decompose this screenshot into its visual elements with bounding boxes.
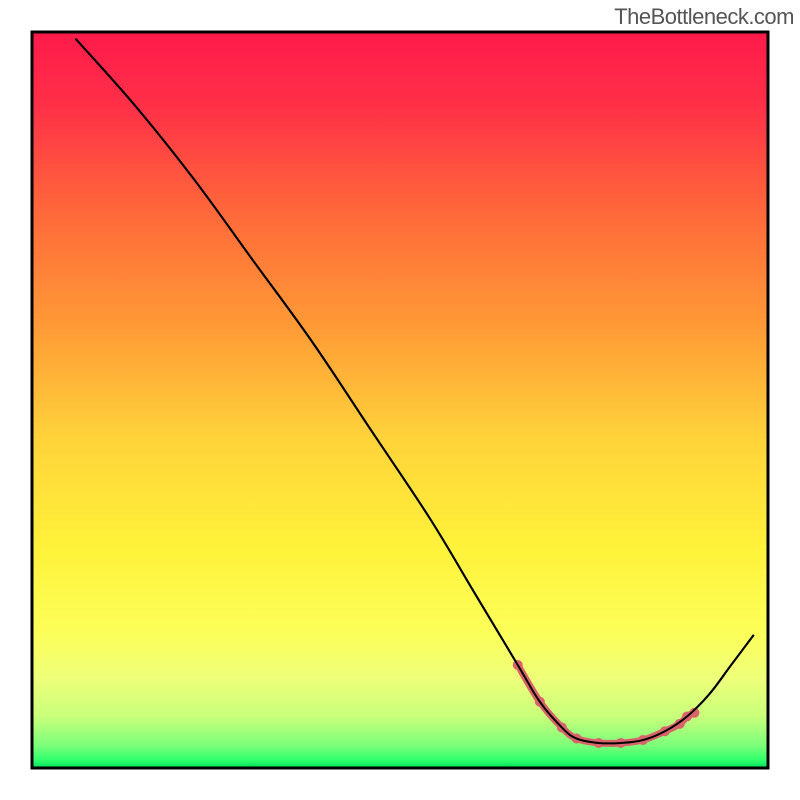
chart-root: TheBottleneck.com (0, 0, 800, 800)
bottleneck-curve-chart (0, 0, 800, 800)
plot-gradient-area (32, 32, 768, 768)
attribution-text: TheBottleneck.com (614, 4, 794, 30)
